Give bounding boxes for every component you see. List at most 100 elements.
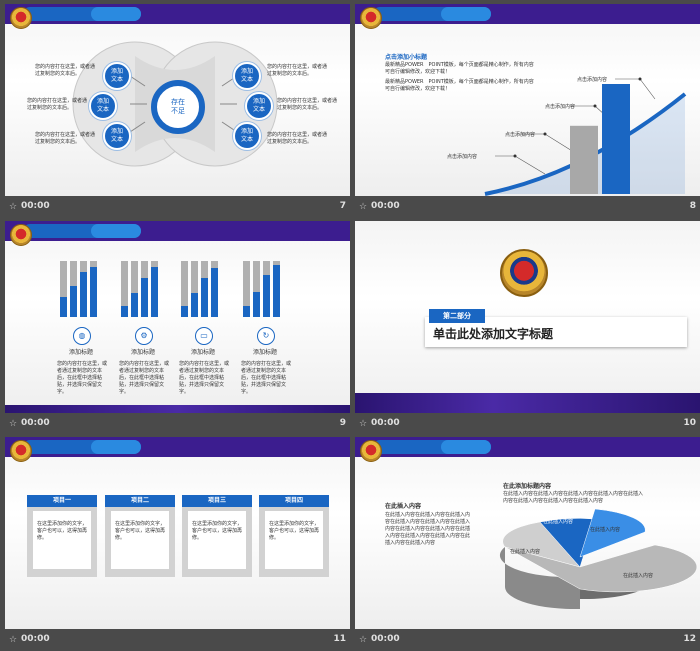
- callout-label: 点击添加内容: [577, 77, 608, 83]
- bar-value: [211, 267, 218, 317]
- column-heading: 添加标题: [253, 349, 278, 356]
- slide-canvas: 第二部分 单击此处添加文字标题: [355, 221, 700, 413]
- bar-value: [131, 293, 138, 317]
- bar-background: [131, 261, 138, 317]
- diagram-node: 添加 文本: [233, 122, 261, 150]
- bar-value: [253, 291, 260, 317]
- slide-canvas: 添加 文本 添加 文本 添加 文本 添加 文本 添加 文本 添加 文本 存在 不…: [5, 4, 350, 196]
- refresh-icon: ↻: [257, 327, 275, 345]
- bar-value: [191, 293, 198, 317]
- slide-time: 00:00: [371, 201, 400, 211]
- growth-chart: [484, 77, 687, 196]
- slide-meta: ☆ 00:00 7: [5, 196, 350, 218]
- bar-value: [80, 272, 87, 317]
- star-icon[interactable]: ☆: [9, 635, 18, 645]
- slide-header-bar: [5, 437, 350, 457]
- diagram-node: 添加 文本: [103, 122, 131, 150]
- star-icon[interactable]: ☆: [9, 419, 18, 429]
- item-text: 在这里添加你的文字，客户也可以，这得加再修。: [192, 521, 243, 541]
- item-title: 项目三: [182, 495, 252, 507]
- callout-label: 点击添加内容: [505, 132, 536, 138]
- slide-time: 00:00: [21, 201, 50, 211]
- column-heading: 添加标题: [131, 349, 156, 356]
- slide-header-bar: [5, 221, 350, 241]
- slide-meta: ☆ 00:00 12: [355, 629, 700, 651]
- text-block: 您的内容打在这里，或者通过复制您的文本后。: [267, 132, 328, 145]
- section-tag: 第二部分: [429, 309, 485, 323]
- bar-background: [243, 261, 250, 317]
- pie-label: 在此插入内容: [623, 573, 654, 579]
- police-emblem-icon: [360, 440, 382, 462]
- star-icon[interactable]: ☆: [359, 635, 368, 645]
- subtitle: 点击添加小标题: [385, 54, 428, 61]
- slide-number: 11: [333, 634, 346, 644]
- slide-time: 00:00: [21, 418, 50, 428]
- chart-bar: [570, 125, 598, 194]
- diagram-node: 添加 文本: [245, 92, 273, 120]
- bar-value: [70, 286, 77, 317]
- chart-bar: [602, 84, 630, 194]
- bar-value: [263, 275, 270, 317]
- bar-value: [151, 266, 158, 317]
- body-text: 最新精品POWER POINT模板，每个页面都是精心制作，所有内容可自行编辑修改…: [385, 79, 534, 92]
- pie-chart: [499, 508, 698, 610]
- callout-label: 点击添加内容: [545, 104, 576, 110]
- bar-value: [60, 297, 67, 317]
- column-heading: 添加标题: [69, 349, 94, 356]
- bar-value: [201, 277, 208, 317]
- star-icon[interactable]: ☆: [9, 202, 18, 212]
- text-block: 您的内容打在这里，或者通过复制您的文本后。: [267, 64, 328, 77]
- item-title: 项目二: [105, 495, 175, 507]
- callout-label: 点击添加内容: [447, 154, 478, 160]
- bar-value: [90, 266, 97, 317]
- bar-group: [243, 261, 287, 317]
- gears-icon: ⚙: [135, 327, 153, 345]
- chart-subtitle: 在此插入内容在此插入内容在此插入内容在此插入内容在此插入内容在此插入内容在此插入…: [503, 491, 644, 504]
- star-icon[interactable]: ☆: [359, 419, 368, 429]
- star-icon[interactable]: ☆: [359, 202, 368, 212]
- column-text: 您的内容打在这里，或者通过复制您的文本后，在此框中选择粘贴，并选择只保留文字。: [119, 361, 170, 395]
- slide-number: 10: [683, 418, 696, 428]
- slide-canvas: ◍ ⚙ ▭ ↻ 添加标题 添加标题 添加标题 添加标题 您的内容打在这里，或者通…: [5, 221, 350, 413]
- slide-meta: ☆ 00:00 9: [5, 413, 350, 435]
- police-emblem-icon: [10, 7, 32, 29]
- slide-meta: ☆ 00:00 11: [5, 629, 350, 651]
- pie-label: 在此插入内容: [543, 519, 574, 525]
- bar-group: [121, 261, 165, 317]
- slide-number: 9: [339, 418, 346, 428]
- diagram-node: 添加 文本: [103, 62, 131, 90]
- column-text: 您的内容打在这里，或者通过复制您的文本后，在此框中选择粘贴，并选择只保留文字。: [241, 361, 292, 395]
- slide-canvas: 点击添加小标题 最新精品POWER POINT模板，每个页面都是精心制作，所有内…: [355, 4, 700, 196]
- pie-label: 在此插入内容: [510, 549, 541, 555]
- slide-meta: ☆ 00:00 8: [355, 196, 700, 218]
- bar-background: [60, 261, 67, 317]
- item-text: 在这里添加你的文字，客户也可以，这得加再修。: [269, 521, 320, 541]
- center-circle: 存在 不足: [151, 80, 205, 134]
- police-emblem-icon: [500, 249, 548, 297]
- bar-background: [253, 261, 260, 317]
- item-title: 项目四: [259, 495, 329, 507]
- slide-meta: ☆ 00:00 10: [355, 413, 700, 435]
- police-emblem-icon: [10, 440, 32, 462]
- diagram-node: 添加 文本: [233, 62, 261, 90]
- text-block: 您的内容打在这里，或者通过复制您的文本后。: [35, 132, 96, 145]
- slide-number: 12: [683, 634, 696, 644]
- item-text: 在这里添加你的文字，客户也可以，这得加再修。: [115, 521, 166, 541]
- pie-label: 在此插入内容: [590, 527, 621, 533]
- slide-time: 00:00: [21, 634, 50, 644]
- slide-header-bar: [355, 437, 700, 457]
- slide-time: 00:00: [371, 418, 400, 428]
- section-title: 单击此处添加文字标题: [433, 327, 554, 341]
- slide-canvas: 项目一 项目二 项目三 项目四 在这里添加你的文字，客户也可以，这得加再修。 在…: [5, 437, 350, 629]
- left-title: 在此插入内容: [385, 503, 422, 510]
- text-block: 您的内容打在这里，或者通过复制您的文本后。: [277, 98, 338, 111]
- slide-number: 8: [689, 201, 696, 211]
- slide-number: 7: [339, 201, 346, 211]
- slide-canvas: 在此添加标题内容 在此插入内容在此插入内容在此插入内容在此插入内容在此插入内容在…: [355, 437, 700, 629]
- item-text: 在这里添加你的文字，客户也可以，这得加再修。: [37, 521, 88, 541]
- folder-icon: ▭: [195, 327, 213, 345]
- bar-background: [181, 261, 188, 317]
- slide-time: 00:00: [371, 634, 400, 644]
- bar-group: [181, 261, 225, 317]
- chart-title: 在此添加标题内容: [503, 483, 552, 490]
